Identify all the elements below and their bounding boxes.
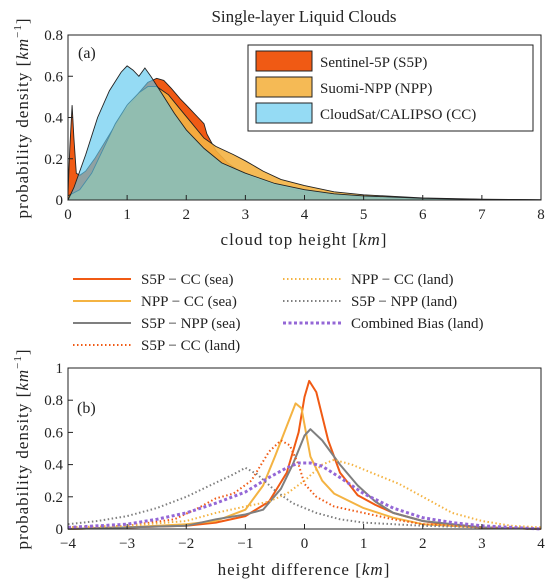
x-tick-label: 6 [419,207,427,223]
panel-a-legend: Sentinel-5P (S5P) Suomi-NPP (NPP) CloudS… [247,44,534,132]
y-tick-label: 1 [56,361,64,377]
x-tick-label: −4 [60,536,76,552]
x-tick-label: 5 [360,207,368,223]
panel-a-label: (a) [78,45,96,62]
legend-label-s5p-minus-npp-sea: S5P − NPP (sea) [141,316,240,332]
panel-b-legend: S5P − CC (sea) NPP − CC (sea) S5P − NPP (s… [73,272,483,354]
legend-swatch-cc [255,102,313,124]
legend-swatch-s5p [255,50,313,72]
panel-b-ylabel: probability density [km−1] [12,348,32,549]
panel-a-title: Single-layer Liquid Clouds [211,7,396,26]
panel-a: Single-layer Liquid Clouds 0 1 2 3 4 5 6 7 8 0 0.2… [12,7,545,249]
legend-label-s5p-minus-cc-land: S5P − CC (land) [141,338,240,354]
legend-label-s5p: Sentinel-5P (S5P) [320,55,427,71]
y-tick-label: 0.4 [44,458,63,474]
panel-b-label: (b) [77,400,96,417]
y-tick-label: 0.4 [44,111,63,127]
y-tick-label: 0.6 [44,69,63,85]
x-tick-label: 0 [301,536,309,552]
x-tick-label: −2 [178,536,194,552]
legend-label-s5p-minus-cc-sea: S5P − CC (sea) [141,272,234,288]
y-tick-label: 0.8 [44,28,63,44]
line-s5p-minus-npp-sea [67,428,542,530]
legend-label-s5p-minus-npp-land: S5P − NPP (land) [351,294,457,310]
panel-b-ticks: −4 −3 −2 −1 0 1 2 3 4 0 0.2 0.4 0.6 0.8 1 [44,361,545,552]
x-tick-label: −1 [237,536,253,552]
panel-a-series-layer [67,65,542,201]
legend-label-npp-minus-cc-land: NPP − CC (land) [351,272,454,288]
x-tick-label: 1 [360,536,368,552]
legend-label-combined-bias-land: Combined Bias (land) [351,316,483,332]
x-tick-label: −3 [119,536,135,552]
y-tick-label: 0.6 [44,425,63,441]
y-tick-label: 0.2 [44,490,63,506]
x-tick-label: 8 [537,207,545,223]
y-tick-label: 0.8 [44,393,63,409]
area-cloudsat-calipso-cc [67,65,542,201]
panel-b-xlabel: height difference [km] [218,560,391,579]
x-tick-label: 1 [123,207,131,223]
line-npp-minus-cc-land [67,458,542,529]
x-tick-label: 3 [242,207,250,223]
x-tick-label: 3 [478,536,486,552]
line-combined-bias-land [67,461,542,531]
legend-label-npp-minus-cc-sea: NPP − CC (sea) [141,294,237,310]
legend-label-npp: Suomi-NPP (NPP) [320,81,432,97]
y-tick-label: 0 [56,193,64,209]
panel-a-ylabel: probability density [km−1] [12,17,32,218]
x-tick-label: 0 [64,207,72,223]
legend-swatch-npp [255,76,313,98]
x-tick-label: 2 [419,536,427,552]
panel-a-ticks: 0 1 2 3 4 5 6 7 8 0 0.2 0.4 0.6 0.8 [44,28,545,223]
panel-b: −4 −3 −2 −1 0 1 2 3 4 0 0.2 0.4 0.6 0.8 1 (b) height d… [12,348,545,579]
y-tick-label: 0 [56,522,64,538]
x-tick-label: 2 [183,207,191,223]
x-tick-label: 4 [301,207,309,223]
legend-label-cc: CloudSat/CALIPSO (CC) [320,107,476,123]
line-s5p-minus-npp-land [67,466,542,530]
panel-a-xlabel: cloud top height [km] [221,230,388,249]
x-tick-label: 7 [478,207,486,223]
y-tick-label: 0.2 [44,152,63,168]
line-npp-minus-cc-sea [67,402,542,530]
panel-b-series-layer [67,379,542,531]
x-tick-label: 4 [537,536,545,552]
